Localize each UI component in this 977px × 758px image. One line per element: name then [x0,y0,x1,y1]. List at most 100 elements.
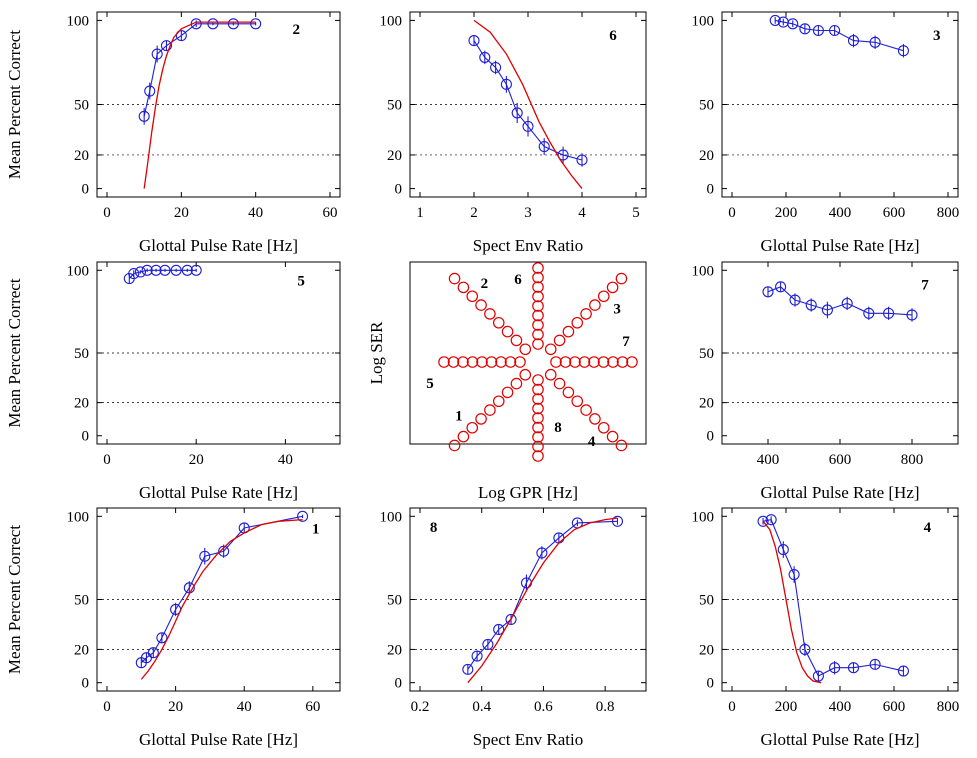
x-tick-label: 5 [632,205,640,221]
data-point [799,23,811,35]
y-tick-label: 100 [67,509,90,525]
design-point [532,271,544,284]
data-point [500,78,512,90]
y-tick-label: 50 [699,98,714,114]
data-point [160,40,173,52]
model-curve [143,21,256,189]
design-point [532,421,544,434]
x-tick-label: 2 [470,205,478,221]
data-point [207,18,219,30]
design-point [532,440,544,453]
data-point [147,647,159,659]
design-point [532,262,544,274]
model-curve [473,19,583,189]
design-point [519,368,532,381]
design-point [589,413,601,425]
ray-label-4: 4 [588,434,596,450]
data-point [159,264,171,276]
model-curve [140,518,303,680]
panel-number: 7 [921,277,929,293]
design-point [501,325,514,338]
design-point [492,316,505,329]
design-point [626,356,638,368]
x-axis-label: Glottal Pulse Rate [Hz] [760,730,919,749]
data-point [863,307,875,319]
data-point [869,36,881,48]
y-tick-label: 100 [67,13,90,29]
design-point [532,281,544,293]
y-tick-label: 0 [707,182,715,198]
x-axis-label: Log GPR [Hz] [478,483,578,502]
y-axis-label: Mean Percent Correct [5,278,24,427]
x-tick-label: 0 [728,699,736,715]
data-point [141,264,153,276]
panel-number: 6 [609,28,617,44]
y-tick-label: 20 [699,148,714,164]
x-axis-label: Glottal Pulse Rate [Hz] [139,483,298,502]
ray-label-7: 7 [622,334,630,350]
design-point [544,368,557,381]
ray-label-8: 8 [554,420,562,436]
design-point [457,430,470,443]
data-point [829,24,841,37]
y-tick-label: 0 [395,182,403,198]
y-tick-label: 100 [380,13,403,29]
x-tick-label: 3 [524,205,532,221]
y-tick-label: 0 [395,676,403,692]
data-point [805,299,817,311]
x-tick-label: 200 [775,699,798,715]
data-point [897,665,910,677]
design-point [580,308,592,320]
x-tick-label: 400 [757,452,780,468]
design-point [476,356,488,368]
x-tick-label: 800 [937,699,960,715]
x-tick-label: 0 [103,452,111,468]
data-point [777,544,789,556]
panel-1: Glottal Pulse Rate [Hz] Mean Percent Corr… [5,507,341,749]
ray-label-2: 2 [481,276,489,292]
x-tick-label: 0 [103,699,111,715]
design-point [532,319,544,331]
design-point [485,356,498,368]
data-point [482,638,494,650]
design-point [484,308,496,320]
x-tick-label: 0 [103,205,111,221]
data-point [883,307,895,319]
y-tick-label: 20 [74,148,89,164]
design-point [532,393,544,405]
data-point [762,286,774,298]
y-tick-label: 50 [74,98,89,114]
x-tick-label: 800 [901,452,924,468]
data-point [175,29,187,42]
y-tick-label: 50 [74,593,89,609]
design-point [607,356,619,368]
y-tick-label: 100 [67,263,90,279]
design-point [492,395,505,408]
data-point [144,85,156,97]
y-tick-label: 100 [692,509,715,525]
data-point [757,515,769,527]
design-point [615,272,628,285]
design-point [532,290,544,303]
x-axis-label: Glottal Pulse Rate [Hz] [139,236,298,255]
y-tick-label: 0 [707,676,715,692]
design-point [475,413,487,425]
data-point [812,670,824,682]
y-tick-label: 20 [74,396,89,412]
y-tick-label: 100 [380,509,403,525]
design-point [606,281,619,294]
data-line [762,519,904,677]
data-point [869,658,881,670]
design-point [495,356,507,368]
design-point [562,386,575,399]
data-point [611,515,624,527]
panel-7: Glottal Pulse Rate [Hz] 400 600 800 0 20 50 100… [692,261,959,502]
x-axis-label: Glottal Pulse Rate [Hz] [760,236,919,255]
data-point [576,154,588,166]
design-point [616,356,629,368]
data-point [250,18,262,30]
data-point [538,140,550,153]
design-point [532,309,544,322]
data-point [479,51,491,63]
data-point [462,663,474,675]
